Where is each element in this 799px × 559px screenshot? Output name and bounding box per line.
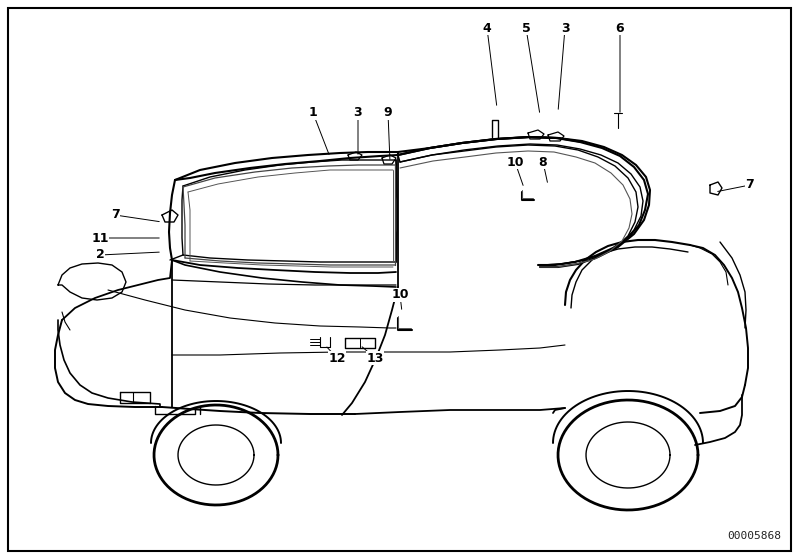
Text: 11: 11: [91, 231, 109, 244]
Text: 12: 12: [328, 352, 346, 364]
Text: 00005868: 00005868: [727, 531, 781, 541]
Text: 5: 5: [522, 21, 531, 35]
Text: 6: 6: [616, 21, 624, 35]
Text: 7: 7: [745, 178, 754, 192]
Text: 10: 10: [507, 155, 524, 168]
Text: 2: 2: [96, 249, 105, 262]
Text: 8: 8: [539, 155, 547, 168]
Text: 3: 3: [354, 107, 362, 120]
Text: 4: 4: [483, 21, 491, 35]
Text: 3: 3: [561, 21, 570, 35]
Text: 1: 1: [308, 107, 317, 120]
Text: 13: 13: [366, 352, 384, 364]
Text: 7: 7: [110, 209, 119, 221]
Text: 10: 10: [392, 288, 409, 301]
Text: 9: 9: [384, 107, 392, 120]
